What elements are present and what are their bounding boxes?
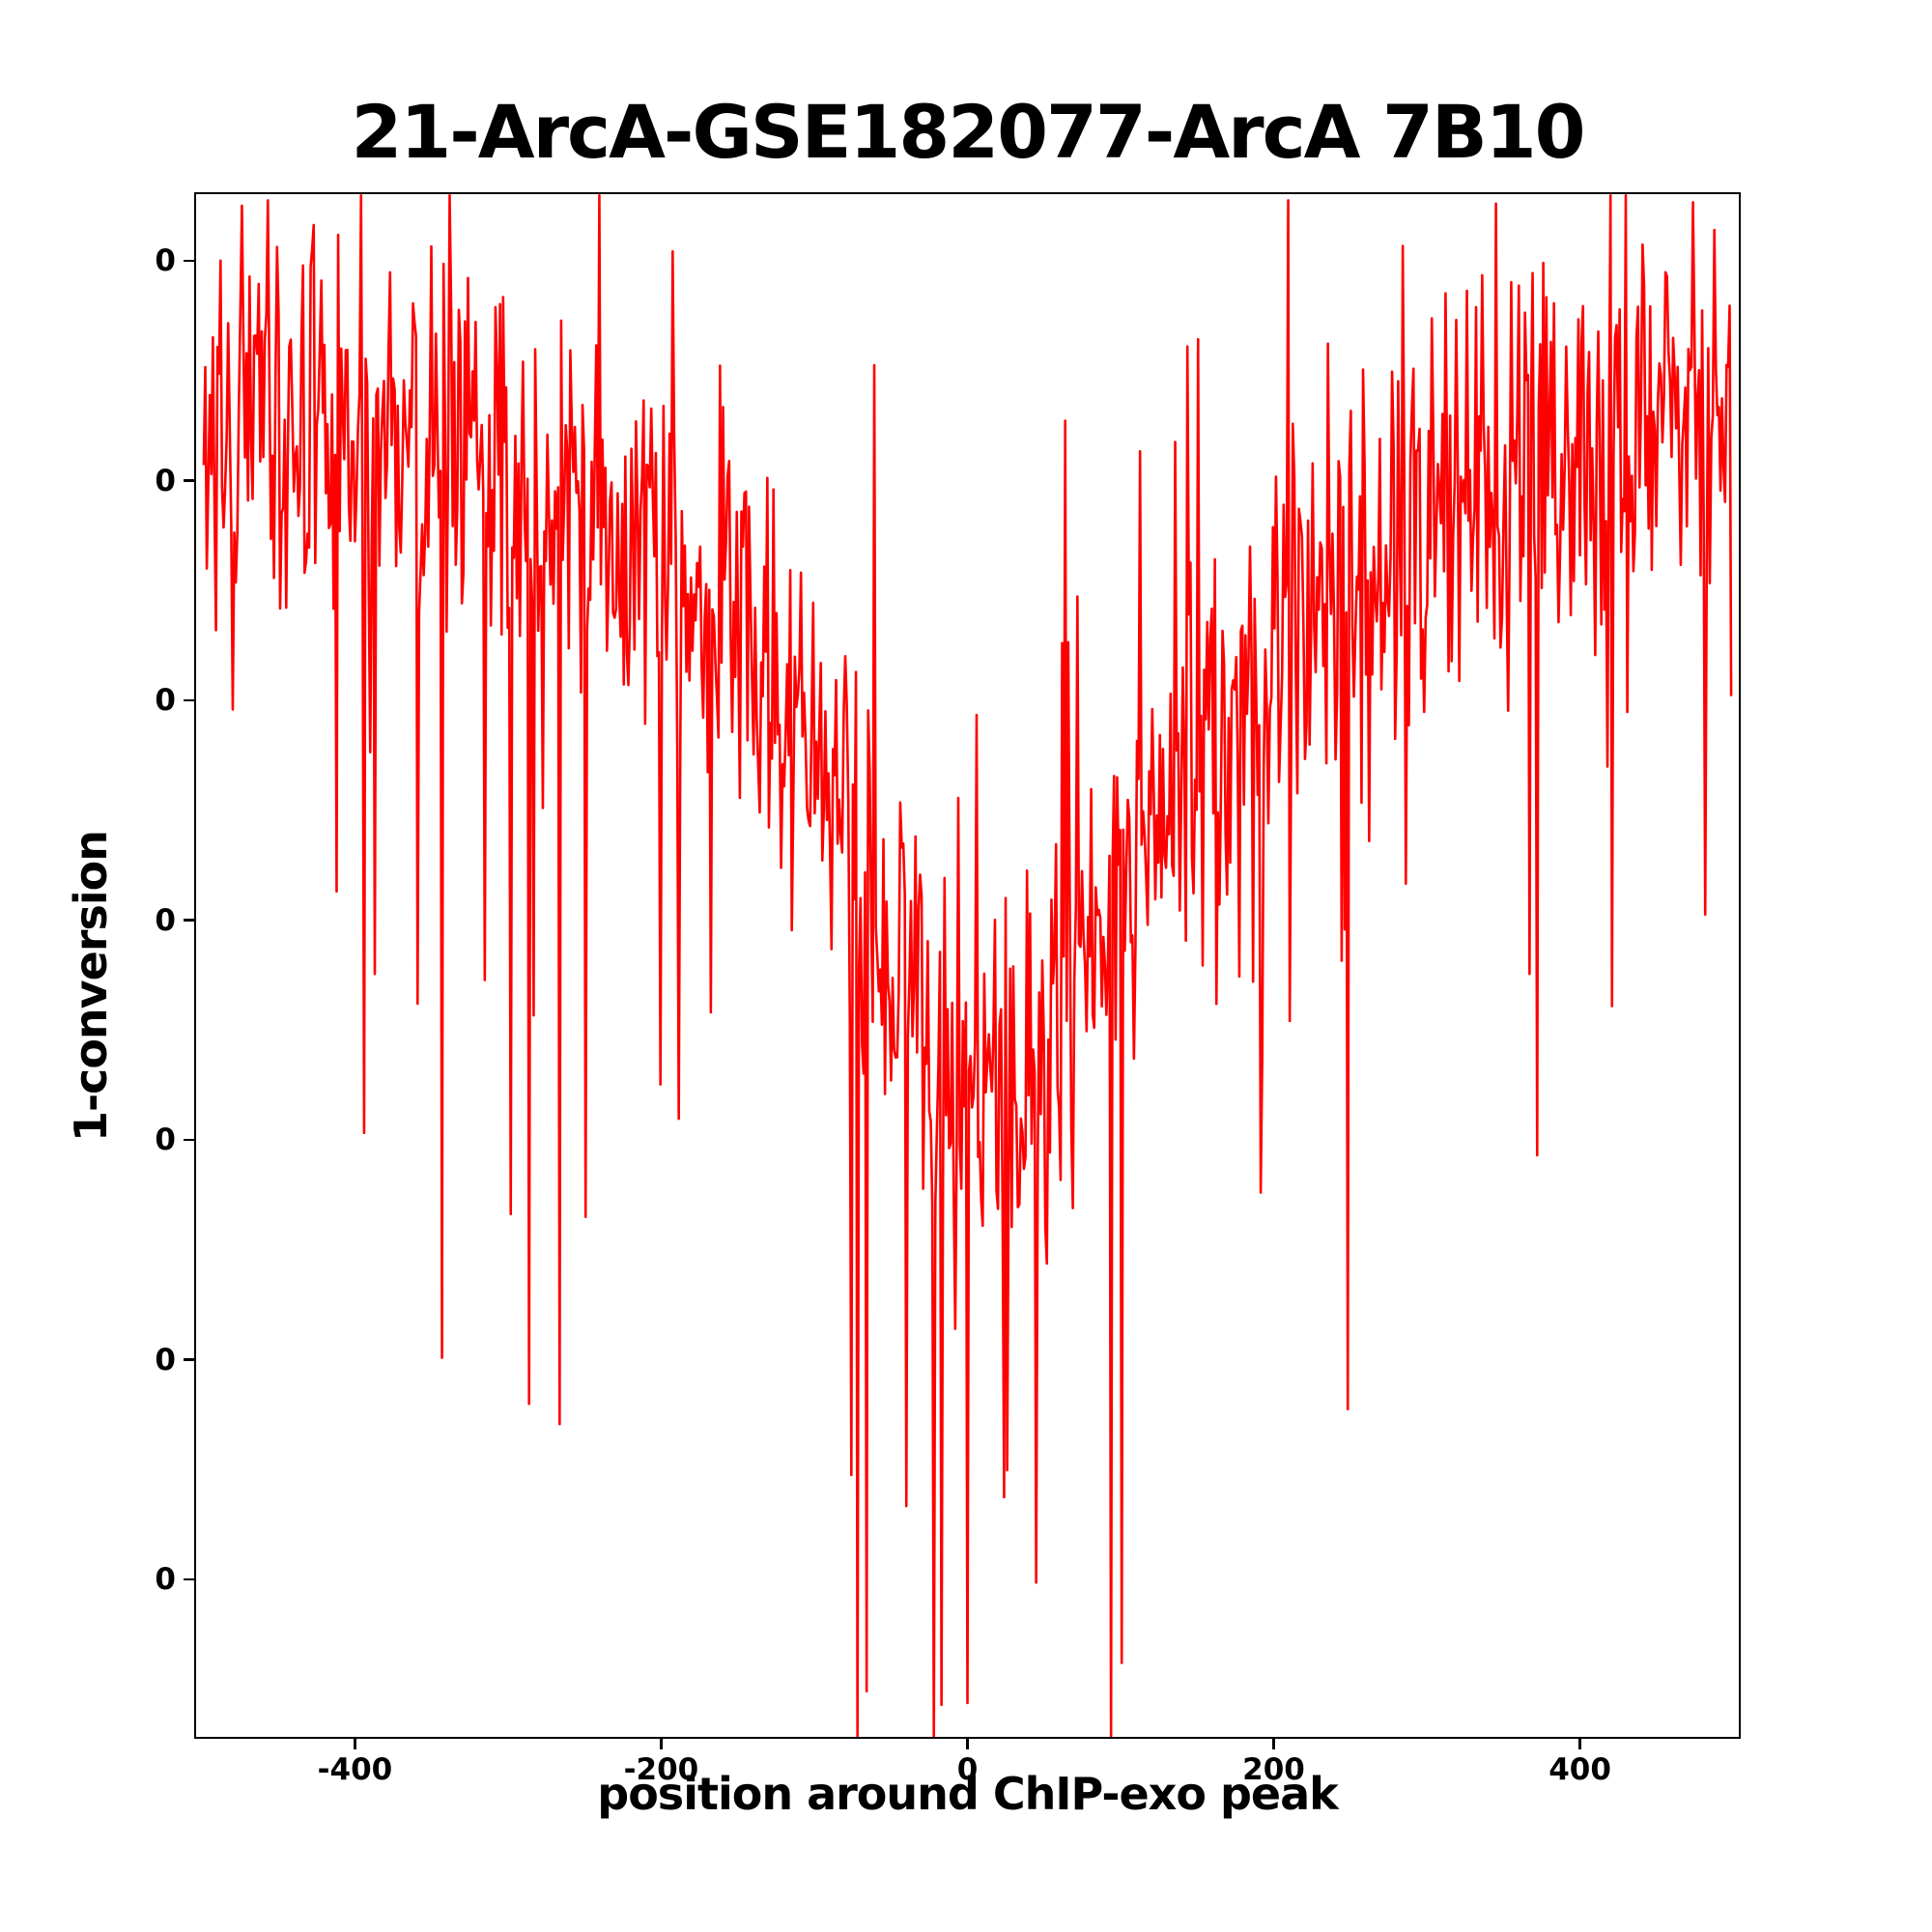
y-tick-mark: [184, 259, 194, 263]
x-tick-label: 0: [956, 1752, 979, 1787]
y-tick-label: 0: [155, 242, 176, 278]
x-tick-label: -400: [317, 1752, 393, 1787]
y-tick-mark: [184, 1577, 194, 1581]
x-tick-mark: [966, 1739, 969, 1749]
x-tick-mark: [660, 1739, 663, 1749]
y-tick-mark: [184, 1138, 194, 1142]
y-tick-label: 0: [155, 463, 176, 498]
x-tick-mark: [1272, 1739, 1275, 1749]
y-tick-mark: [184, 479, 194, 482]
y-tick-label: 0: [155, 1342, 176, 1378]
x-tick-mark: [1578, 1739, 1581, 1749]
chart-title: 21-ArcA-GSE182077-ArcA 7B10: [351, 89, 1585, 175]
x-tick-label: -200: [623, 1752, 699, 1787]
plot-area: [194, 192, 1741, 1739]
x-tick-mark: [354, 1739, 356, 1749]
data-line-svg: [202, 194, 1733, 1737]
y-tick-mark: [184, 1358, 194, 1361]
x-axis-label: position around ChIP-exo peak: [597, 1768, 1338, 1820]
y-axis-label: 1-conversion: [65, 830, 117, 1143]
y-tick-label: 0: [155, 1122, 176, 1157]
signal-line: [202, 194, 1733, 1737]
x-tick-label: 400: [1548, 1752, 1611, 1787]
y-tick-mark: [184, 919, 194, 922]
y-tick-mark: [184, 698, 194, 702]
y-tick-label: 0: [155, 1562, 176, 1598]
y-tick-label: 0: [155, 682, 176, 718]
x-tick-label: 200: [1242, 1752, 1305, 1787]
y-tick-label: 0: [155, 902, 176, 938]
